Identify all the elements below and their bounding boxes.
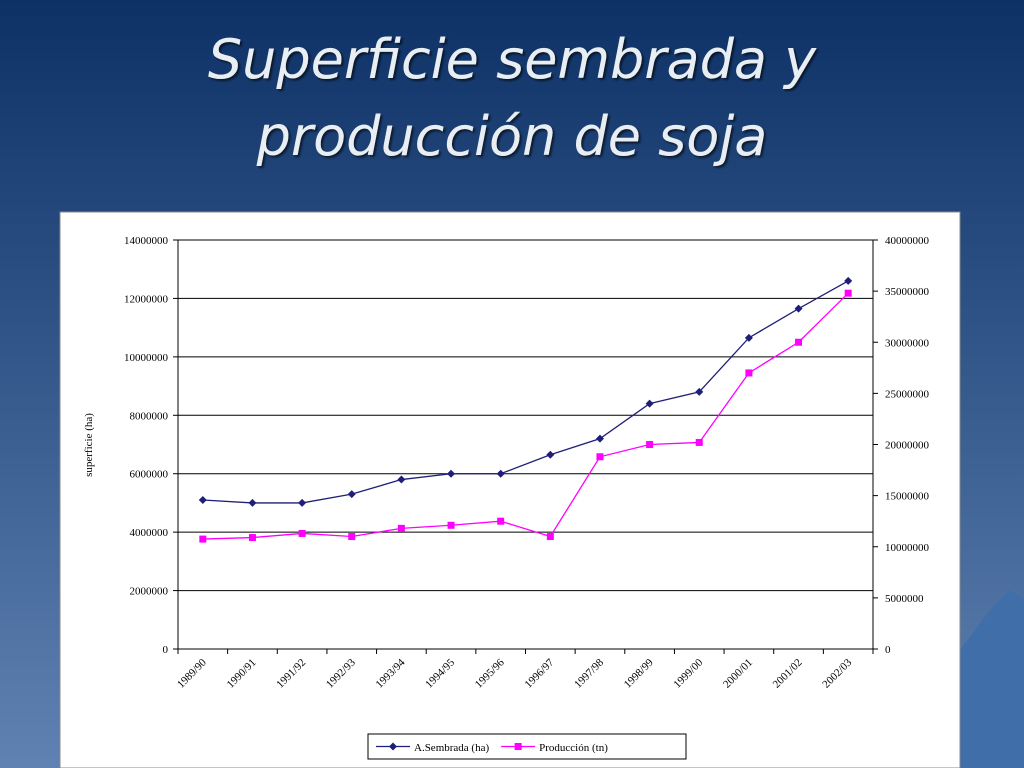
- marker: [397, 524, 405, 532]
- y-axis-label: superficie (ha): [83, 413, 95, 477]
- series-line: [202, 292, 849, 540]
- y2-tick-label: 5000000: [885, 593, 924, 605]
- y2-tick-label: 40000000: [885, 235, 930, 247]
- marker: [397, 475, 406, 484]
- y-tick-label: 14000000: [124, 235, 169, 247]
- y-tick-label: 0: [163, 644, 169, 656]
- slide-title: producción de soja: [256, 105, 768, 168]
- marker: [447, 469, 456, 478]
- marker: [347, 490, 356, 499]
- marker: [546, 450, 555, 459]
- marker: [695, 387, 704, 396]
- marker: [695, 438, 703, 446]
- y2-tick-label: 30000000: [885, 337, 930, 349]
- y-tick-label: 12000000: [124, 293, 169, 305]
- y-tick-label: 10000000: [124, 352, 169, 364]
- y-tick-label: 2000000: [130, 586, 169, 598]
- marker: [248, 498, 257, 507]
- marker: [596, 453, 604, 461]
- marker: [348, 533, 356, 541]
- marker: [794, 304, 803, 313]
- marker: [844, 289, 852, 297]
- series-line: [202, 280, 849, 504]
- marker: [795, 338, 803, 346]
- marker: [546, 533, 554, 541]
- legend-marker: [514, 743, 522, 750]
- marker: [745, 369, 753, 377]
- marker: [844, 276, 853, 285]
- y2-tick-label: 35000000: [885, 286, 930, 298]
- y-tick-label: 4000000: [130, 527, 169, 539]
- y-tick-label: 6000000: [130, 469, 169, 481]
- chart: superficie (ha) 0 2000000 4000000 6000000 80…: [59, 211, 961, 768]
- slide-title: Superficie sembrada y: [208, 28, 817, 91]
- marker: [497, 517, 505, 525]
- marker: [199, 535, 207, 543]
- y2-tick-label: 25000000: [885, 388, 930, 400]
- marker: [645, 399, 654, 408]
- y2-tick-label: 0: [885, 644, 891, 656]
- marker: [595, 434, 604, 443]
- y2-tick-label: 20000000: [885, 440, 930, 452]
- marker: [646, 441, 654, 448]
- marker: [744, 333, 753, 342]
- marker: [248, 534, 256, 542]
- legend-label: A.Sembrada (ha): [414, 742, 489, 754]
- marker: [298, 498, 307, 507]
- y-tick-label: 8000000: [130, 410, 169, 422]
- marker: [447, 521, 455, 529]
- legend-label: Producción (tn): [539, 742, 608, 754]
- chart-panel: [59, 211, 961, 768]
- marker: [496, 469, 505, 478]
- y2-tick-label: 10000000: [885, 542, 930, 554]
- marker: [198, 496, 207, 505]
- iceberg: [960, 590, 1024, 768]
- legend-marker: [389, 742, 397, 751]
- marker: [298, 529, 306, 537]
- y2-tick-label: 15000000: [885, 491, 930, 503]
